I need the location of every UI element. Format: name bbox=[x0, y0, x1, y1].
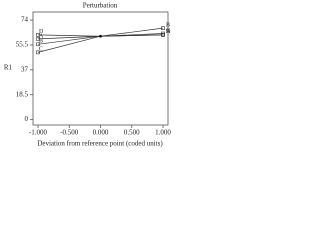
reference-point bbox=[99, 34, 102, 38]
y-tick-label: 55.5 bbox=[16, 41, 29, 49]
chart-title: Perturbation bbox=[83, 2, 118, 10]
x-tick-label: 1.000 bbox=[155, 129, 171, 137]
x-tick-label: -0.500 bbox=[60, 129, 79, 137]
end-marker bbox=[36, 37, 40, 41]
plot-frame bbox=[32, 11, 169, 126]
series-label: A bbox=[39, 33, 44, 39]
x-tick-label: -1.000 bbox=[29, 129, 48, 137]
series-label: A bbox=[166, 29, 171, 35]
x-axis-label: Deviation from reference point (coded un… bbox=[37, 140, 163, 148]
series-label: D bbox=[39, 29, 44, 35]
series-label: D bbox=[166, 29, 171, 35]
end-marker bbox=[36, 33, 40, 37]
end-marker bbox=[36, 50, 40, 55]
series-label: C bbox=[39, 47, 43, 53]
y-tick-label: 37 bbox=[21, 65, 29, 73]
y-axis-label: R1 bbox=[4, 64, 13, 72]
chart: Perturbation R1 Deviation from reference… bbox=[4, 2, 171, 148]
y-tick-label: 74 bbox=[21, 16, 29, 24]
series-label: B bbox=[166, 23, 170, 29]
series-label: B bbox=[39, 39, 43, 45]
y-tick-label: 18.5 bbox=[16, 90, 29, 98]
series-label: C bbox=[166, 28, 170, 34]
end-marker bbox=[161, 26, 165, 30]
end-marker bbox=[161, 33, 165, 37]
y-tick-label: 0 bbox=[25, 115, 29, 123]
end-marker bbox=[36, 42, 40, 47]
x-tick-label: 0.500 bbox=[124, 129, 140, 137]
x-tick-label: 0.000 bbox=[93, 129, 109, 137]
